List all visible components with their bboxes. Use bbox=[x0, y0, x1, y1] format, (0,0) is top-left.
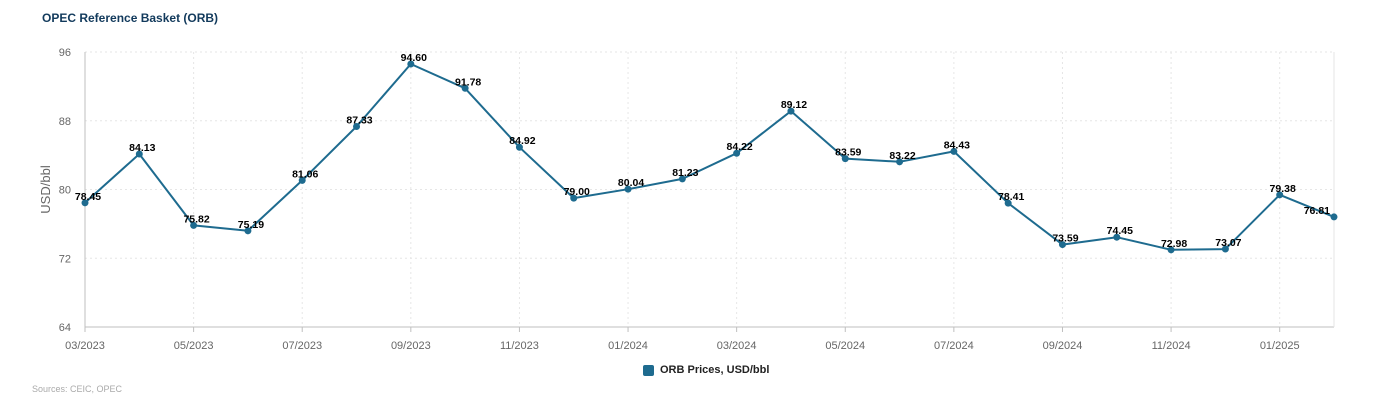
x-tick-label: 05/2024 bbox=[825, 340, 865, 352]
data-point bbox=[950, 147, 958, 155]
series-layer bbox=[81, 60, 1338, 254]
data-label: 83.22 bbox=[889, 150, 915, 162]
data-label: 78.45 bbox=[75, 191, 101, 203]
data-point bbox=[1330, 213, 1338, 221]
data-point bbox=[353, 123, 361, 131]
data-point bbox=[570, 194, 578, 202]
x-tick-label: 09/2023 bbox=[391, 340, 431, 352]
data-label: 84.43 bbox=[944, 139, 970, 151]
data-label: 72.98 bbox=[1161, 238, 1187, 250]
data-label: 81.23 bbox=[672, 167, 698, 179]
y-tick-label: 88 bbox=[59, 116, 71, 128]
data-label: 75.82 bbox=[183, 213, 209, 225]
legend[interactable]: ORB Prices, USD/bbl bbox=[643, 364, 769, 376]
data-point bbox=[298, 176, 306, 184]
data-point bbox=[787, 107, 795, 115]
data-label: 94.60 bbox=[401, 52, 427, 64]
x-tick-label: 07/2023 bbox=[282, 340, 322, 352]
data-label: 79.00 bbox=[564, 186, 590, 198]
x-tick-label: 01/2025 bbox=[1260, 340, 1300, 352]
data-label: 79.38 bbox=[1270, 183, 1296, 195]
x-tick-label: 11/2023 bbox=[500, 340, 539, 352]
data-point bbox=[1004, 199, 1012, 207]
data-label: 74.45 bbox=[1107, 225, 1133, 237]
source-note: Sources: CEIC, OPEC bbox=[32, 384, 123, 394]
data-label: 78.41 bbox=[998, 191, 1024, 203]
data-point bbox=[896, 158, 904, 166]
series-line bbox=[84, 63, 1335, 251]
data-point bbox=[1167, 246, 1175, 254]
data-label: 73.59 bbox=[1052, 233, 1078, 245]
data-point bbox=[81, 199, 89, 207]
x-tick-label: 05/2023 bbox=[174, 340, 214, 352]
grid-layer bbox=[84, 51, 1334, 327]
data-label: 84.22 bbox=[727, 141, 753, 153]
data-label: 91.78 bbox=[455, 76, 481, 88]
data-label: 84.13 bbox=[129, 142, 155, 154]
data-label-layer: 78.45 84.13 75.82 75.19 81.06 87.33 94.60 91.78… bbox=[75, 52, 1330, 250]
data-point bbox=[407, 60, 415, 68]
y-tick-label: 80 bbox=[59, 185, 71, 197]
data-label: 76.81 bbox=[1304, 205, 1330, 217]
x-tick-label: 03/2023 bbox=[65, 340, 105, 352]
chart-title: OPEC Reference Basket (ORB) bbox=[42, 11, 219, 25]
x-tick-label: 09/2024 bbox=[1043, 340, 1083, 352]
data-point bbox=[1113, 233, 1121, 241]
y-tick-label: 96 bbox=[59, 47, 71, 59]
data-point bbox=[1058, 241, 1066, 249]
data-point bbox=[678, 175, 686, 183]
data-point bbox=[515, 143, 523, 151]
data-label: 83.59 bbox=[835, 147, 861, 159]
data-point bbox=[244, 227, 252, 235]
y-axis-title: USD/bbl bbox=[38, 165, 53, 214]
data-point bbox=[1221, 245, 1229, 253]
data-label: 84.92 bbox=[509, 135, 535, 147]
x-tick-label: 07/2024 bbox=[934, 340, 974, 352]
data-label: 73.07 bbox=[1215, 237, 1241, 249]
x-tick-label: 01/2024 bbox=[608, 340, 648, 352]
data-label: 80.04 bbox=[618, 177, 644, 189]
data-label: 89.12 bbox=[781, 99, 807, 111]
legend-swatch bbox=[643, 364, 654, 376]
data-label: 75.19 bbox=[238, 219, 264, 231]
data-point bbox=[1276, 191, 1284, 199]
x-tick-label: 11/2024 bbox=[1152, 340, 1191, 352]
axis-layer: 64 72 80 88 96 03/2023 05/2023 07/2023 09/2023 11… bbox=[38, 47, 1335, 352]
data-point bbox=[135, 150, 143, 158]
y-tick-label: 72 bbox=[59, 253, 71, 265]
legend-label: ORB Prices, USD/bbl bbox=[660, 364, 770, 376]
data-label: 87.33 bbox=[346, 115, 372, 127]
data-point bbox=[841, 155, 849, 163]
x-tick-label: 03/2024 bbox=[717, 340, 757, 352]
data-label: 81.06 bbox=[292, 168, 318, 180]
y-tick-label: 64 bbox=[59, 322, 71, 334]
data-point bbox=[733, 149, 741, 157]
data-point bbox=[461, 84, 469, 92]
data-point bbox=[190, 221, 198, 229]
data-point bbox=[624, 185, 632, 193]
